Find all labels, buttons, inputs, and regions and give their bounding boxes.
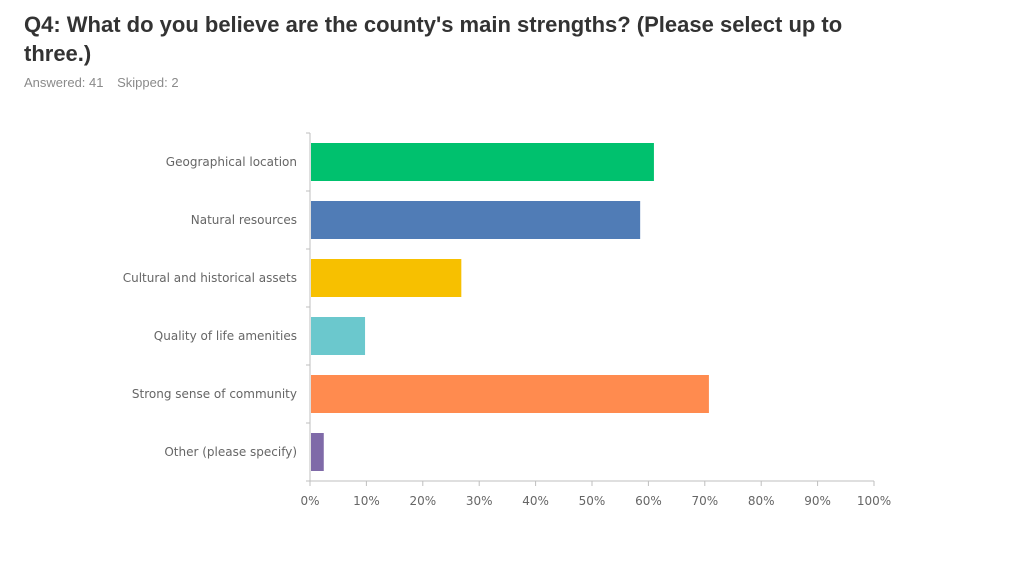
- x-tick-label: 0%: [300, 494, 319, 508]
- tick-labels: 0% 10% 20% 30% 40% 50% 60% 70% 80% 90% 100%: [300, 494, 891, 508]
- bars-group: [311, 143, 709, 471]
- x-tick-label: 60%: [635, 494, 662, 508]
- bar-5: [311, 375, 709, 413]
- bar-1: [311, 143, 654, 181]
- category-labels: Geographical location Natural resources Cu…: [123, 155, 297, 459]
- category-label: Quality of life amenities: [154, 329, 297, 343]
- category-label: Other (please specify): [164, 445, 297, 459]
- category-label: Strong sense of community: [132, 387, 297, 401]
- axes-group: [306, 132, 875, 486]
- response-stats: Answered: 41 Skipped: 2: [24, 75, 189, 90]
- x-tick-label: 70%: [691, 494, 718, 508]
- answered-count: Answered: 41: [24, 75, 104, 90]
- category-label: Geographical location: [166, 155, 297, 169]
- category-label: Natural resources: [191, 213, 297, 227]
- x-tick-label: 50%: [579, 494, 606, 508]
- skipped-count: Skipped: 2: [117, 75, 179, 90]
- bar-6: [311, 433, 324, 471]
- x-tick-label: 30%: [466, 494, 493, 508]
- question-title: Q4: What do you believe are the county's…: [24, 12, 843, 66]
- x-tick-label: 40%: [522, 494, 549, 508]
- x-tick-label: 80%: [748, 494, 775, 508]
- x-tick-label: 20%: [409, 494, 436, 508]
- x-tick-label: 100%: [857, 494, 891, 508]
- x-tick-label: 90%: [804, 494, 831, 508]
- category-label: Cultural and historical assets: [123, 271, 297, 285]
- bar-4: [311, 317, 366, 355]
- bar-3: [311, 259, 462, 297]
- bar-2: [311, 201, 641, 239]
- x-tick-label: 10%: [353, 494, 380, 508]
